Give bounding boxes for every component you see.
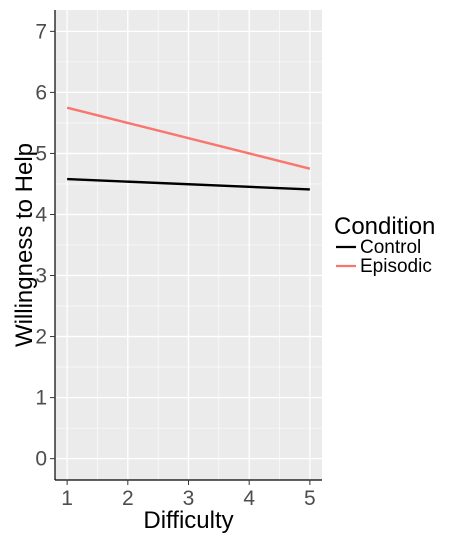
y-tick-label: 0 — [35, 448, 47, 471]
y-tick-label: 2 — [35, 326, 47, 349]
y-tick-label: 7 — [35, 20, 47, 43]
x-tick-label: 4 — [243, 487, 255, 510]
y-tick-label: 6 — [35, 81, 47, 104]
series-lines — [66, 106, 311, 191]
x-tick-label: 5 — [304, 487, 316, 510]
y-tick-label: 5 — [35, 142, 47, 165]
legend-label-episodic: Episodic — [360, 256, 432, 277]
y-tick-label: 4 — [35, 203, 47, 226]
y-tick-label: 3 — [35, 265, 47, 288]
grid-major-lines — [55, 10, 322, 480]
x-axis-ticks: 1 2 3 4 5 — [61, 480, 316, 510]
x-tick-label: 2 — [122, 487, 134, 510]
legend-title: Condition — [334, 213, 435, 240]
y-axis-ticks: 0 1 2 3 4 5 6 7 — [35, 20, 55, 471]
legend: Condition Control Episodic — [334, 213, 435, 277]
y-axis-title: Willingness to Help — [11, 143, 38, 347]
legend-label-control: Control — [360, 237, 421, 258]
series-line-episodic — [66, 106, 311, 170]
x-axis-title: Difficulty — [143, 507, 233, 534]
x-tick-label: 1 — [61, 487, 73, 510]
y-tick-label: 1 — [35, 387, 47, 410]
series-line-control — [67, 177, 310, 191]
x-tick-label: 3 — [183, 487, 195, 510]
